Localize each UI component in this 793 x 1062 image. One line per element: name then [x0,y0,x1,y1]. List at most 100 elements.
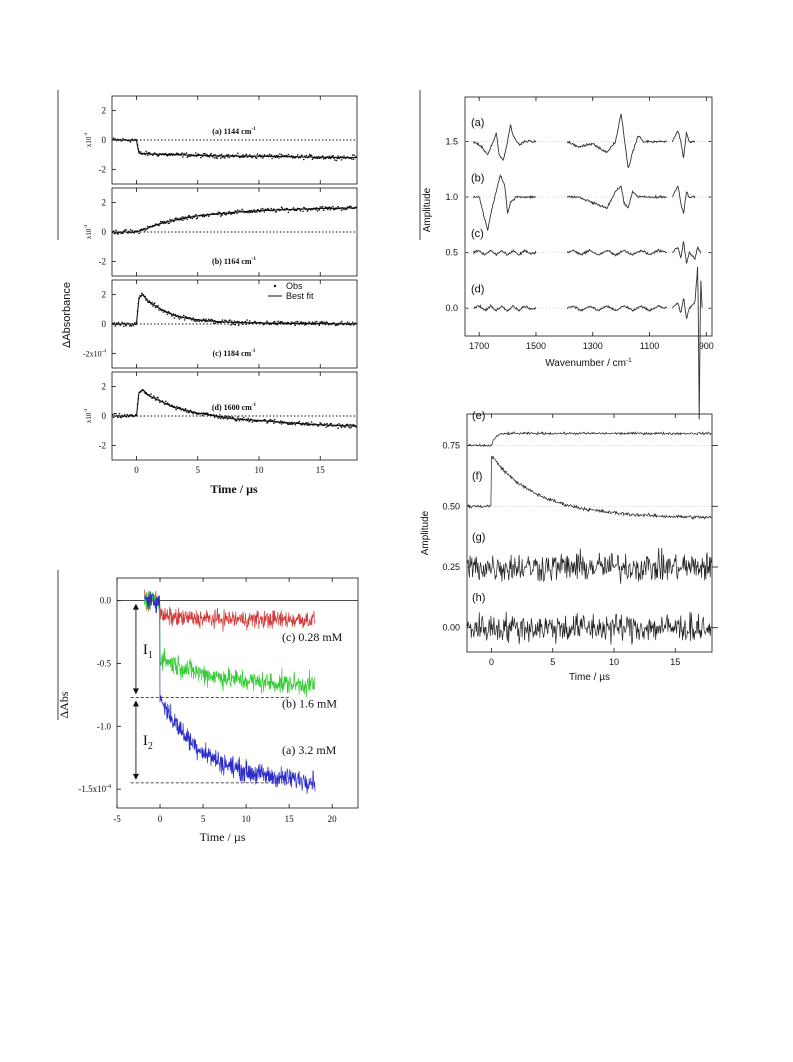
obs-point [341,423,344,426]
obs-point [302,210,304,213]
obs-point [114,325,116,327]
legend-marker-obs [273,284,277,288]
obs-point [125,229,128,231]
obs-point [321,205,324,208]
fit-line [112,293,357,325]
obs-point [123,230,126,232]
legend-entry-fit: Best fit [286,291,314,301]
x-tick-label: -5 [113,814,121,824]
obs-point [116,232,118,234]
obs-point [306,210,309,212]
obs-point [168,222,170,224]
obs-point [290,423,292,425]
obs-point [266,320,268,323]
obs-point [231,320,233,323]
y-tick-label-exp: -2x10-4 [83,348,106,358]
obs-point [327,323,330,326]
obs-point [316,210,319,212]
obs-point [340,426,343,429]
obs-point [316,157,319,160]
obs-point [291,155,293,157]
obs-point [189,215,191,217]
series-3: (d) [471,266,703,420]
y-exponent-sup: -4 [83,408,88,413]
y-axis-label: Amplitude [422,187,433,232]
obs-point [328,155,331,158]
trace-line [466,611,712,645]
y-tick-label: -1.5x10-4 [78,784,111,794]
obs-point [273,422,275,425]
y-tick-label-exp-sup: -4 [102,348,107,354]
y-tick-label: 0.75 [442,441,460,451]
x-axis-label: Time / µs [200,830,246,844]
panel-label-sup: -1 [251,348,256,354]
fit-line [112,207,357,233]
obs-point [303,158,305,161]
obs-point [112,416,115,419]
obs-point [328,206,331,208]
y-tick-label: -0.5 [97,658,112,668]
chart-spectra: 0.0 0.5 1.0 1.5 1700 1500 1300 1100 900 Wavenumbe… [419,90,714,420]
obs-point [242,154,244,156]
obs-point [273,418,276,421]
spectrum-line [473,123,537,162]
series-label: (a) [471,117,484,129]
obs-point [301,154,303,157]
obs-point [159,220,162,223]
y-axis-label: ΔAbs [57,691,71,718]
obs-point [251,421,254,423]
obs-point [196,217,199,219]
x-tick-label: 0 [489,657,494,667]
x-tick-label: 1700 [469,341,489,351]
obs-point [238,419,241,422]
obs-point [281,321,284,323]
obs-point [280,153,283,156]
obs-point [134,322,136,324]
chart-concentration-traces: 0.0 -0.5 -1.0 -1.5x10-4 -5 0 5 10 15 20 Time / µs Δ… [57,570,359,844]
obs-point [206,153,208,156]
obs-point [210,152,212,155]
obs-point [123,413,126,416]
obs-point [309,153,311,156]
series-1 [144,590,316,698]
obs-point [152,154,154,156]
obs-point [249,211,252,214]
obs-point [200,156,202,159]
obs-point [281,207,284,210]
obs-point [176,405,178,408]
obs-point [226,418,229,420]
obs-point [345,208,348,210]
obs-point [326,321,328,324]
obs-point [287,211,290,214]
panel-label-sup: -1 [252,256,257,262]
obs-point [182,219,184,221]
obs-point [117,233,119,235]
obs-point [204,153,206,155]
obs-point [251,156,254,159]
obs-point [305,154,308,157]
obs-point [111,413,114,416]
obs-point [335,159,338,162]
obs-point [351,158,353,160]
obs-point [125,416,128,418]
obs-point [126,413,128,416]
obs-point [115,412,117,415]
obs-point [246,319,248,321]
obs-point [348,426,351,429]
obs-point [113,412,116,415]
obs-point [122,137,124,140]
series-3: (h) [466,592,712,645]
y-tick-label: 2 [102,290,107,300]
y-exponent-sup: -4 [83,224,88,229]
y-tick-label: 0.25 [442,562,460,572]
obs-point [243,416,245,419]
obs-point [207,318,210,321]
y-tick-label: 2 [102,198,107,208]
obs-point [229,319,231,321]
y-tick-label: -2 [99,440,107,450]
obs-point [236,212,238,215]
panel-label-base: (d) 1600 cm [212,403,252,412]
y-exponent: x10-4 [83,408,93,423]
obs-point [297,421,300,424]
